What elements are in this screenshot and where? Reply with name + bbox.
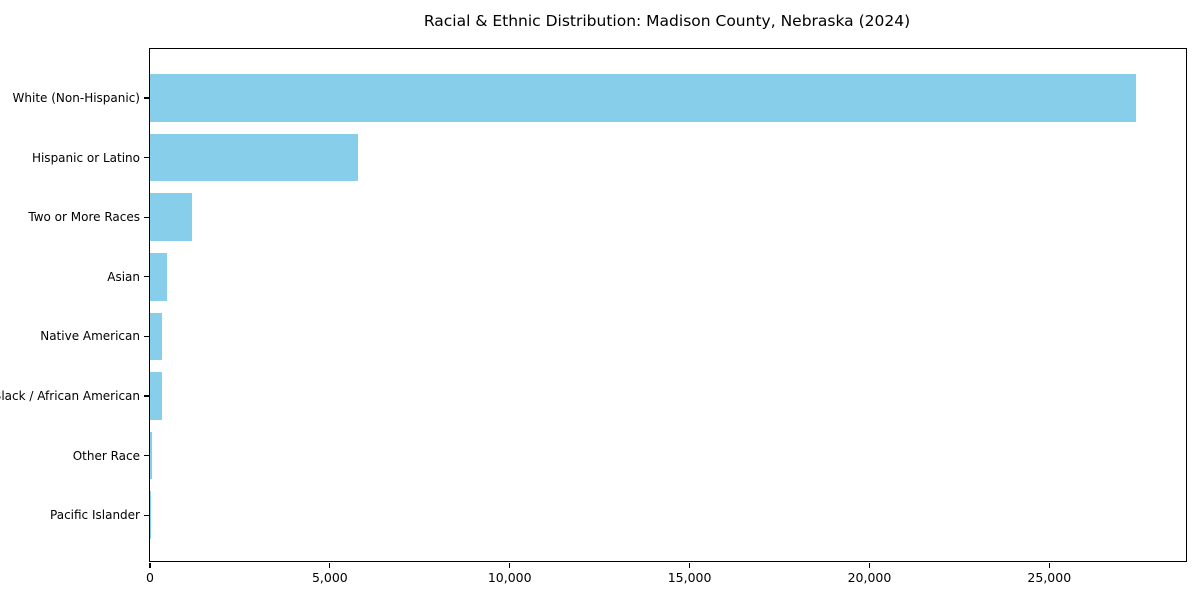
x-tick-label-20-000: 20,000 (847, 570, 892, 585)
x-tick-label-15-000: 15,000 (667, 570, 712, 585)
x-tick-mark (688, 562, 691, 568)
y-tick-label-pacific-islander: Pacific Islander (50, 508, 140, 523)
x-tick-mark (149, 562, 151, 568)
y-tick-label-other-race: Other Race (72, 448, 140, 463)
x-tick-label-10-000: 10,000 (487, 570, 532, 585)
bar-two-or-more-races (150, 193, 192, 242)
x-tick-label-0: 0 (146, 570, 154, 585)
y-tick-label-native-american: Native American (40, 329, 140, 344)
bar-black-african-american (150, 372, 162, 420)
y-tick-mark (143, 97, 149, 99)
bar-other-race (150, 431, 152, 480)
y-tick-label-black-african-american: Black / African American (0, 389, 140, 403)
bar-white-non-hispanic (150, 74, 1136, 122)
bar-asian (150, 252, 167, 301)
y-tick-mark (143, 335, 149, 337)
y-tick-label-white-non-hispanic: White (Non-Hispanic) (12, 91, 140, 105)
x-tick-mark (868, 562, 871, 568)
plot-area: White (Non-Hispanic) Hispanic or Latino Tw… (0, 48, 1187, 585)
y-tick-mark (143, 395, 149, 397)
y-tick-mark (143, 455, 149, 457)
y-tick-label-hispanic-or-latino: Hispanic or Latino (31, 150, 140, 165)
x-tick-label-25-000: 25,000 (1027, 570, 1072, 585)
x-tick-label-5-000: 5,000 (311, 570, 348, 585)
y-tick-mark (143, 216, 149, 218)
x-tick-mark (1048, 562, 1050, 568)
y-tick-label-two-or-more-races: Two or More Races (28, 210, 140, 225)
bar-native-american (150, 312, 163, 361)
x-tick-mark (329, 562, 331, 568)
y-tick-mark (143, 157, 149, 159)
y-tick-mark (143, 514, 149, 516)
plot-inner: White (Non-Hispanic) Hispanic or Latino Tw… (0, 49, 1186, 585)
bar-hispanic-or-latino (150, 133, 358, 182)
chart-title: Racial & Ethnic Distribution: Madison Co… (423, 12, 911, 30)
x-tick-mark (509, 562, 511, 568)
y-tick-label-asian: Asian (107, 269, 140, 284)
y-tick-mark (143, 276, 149, 278)
bar-pacific-islander (150, 491, 151, 540)
